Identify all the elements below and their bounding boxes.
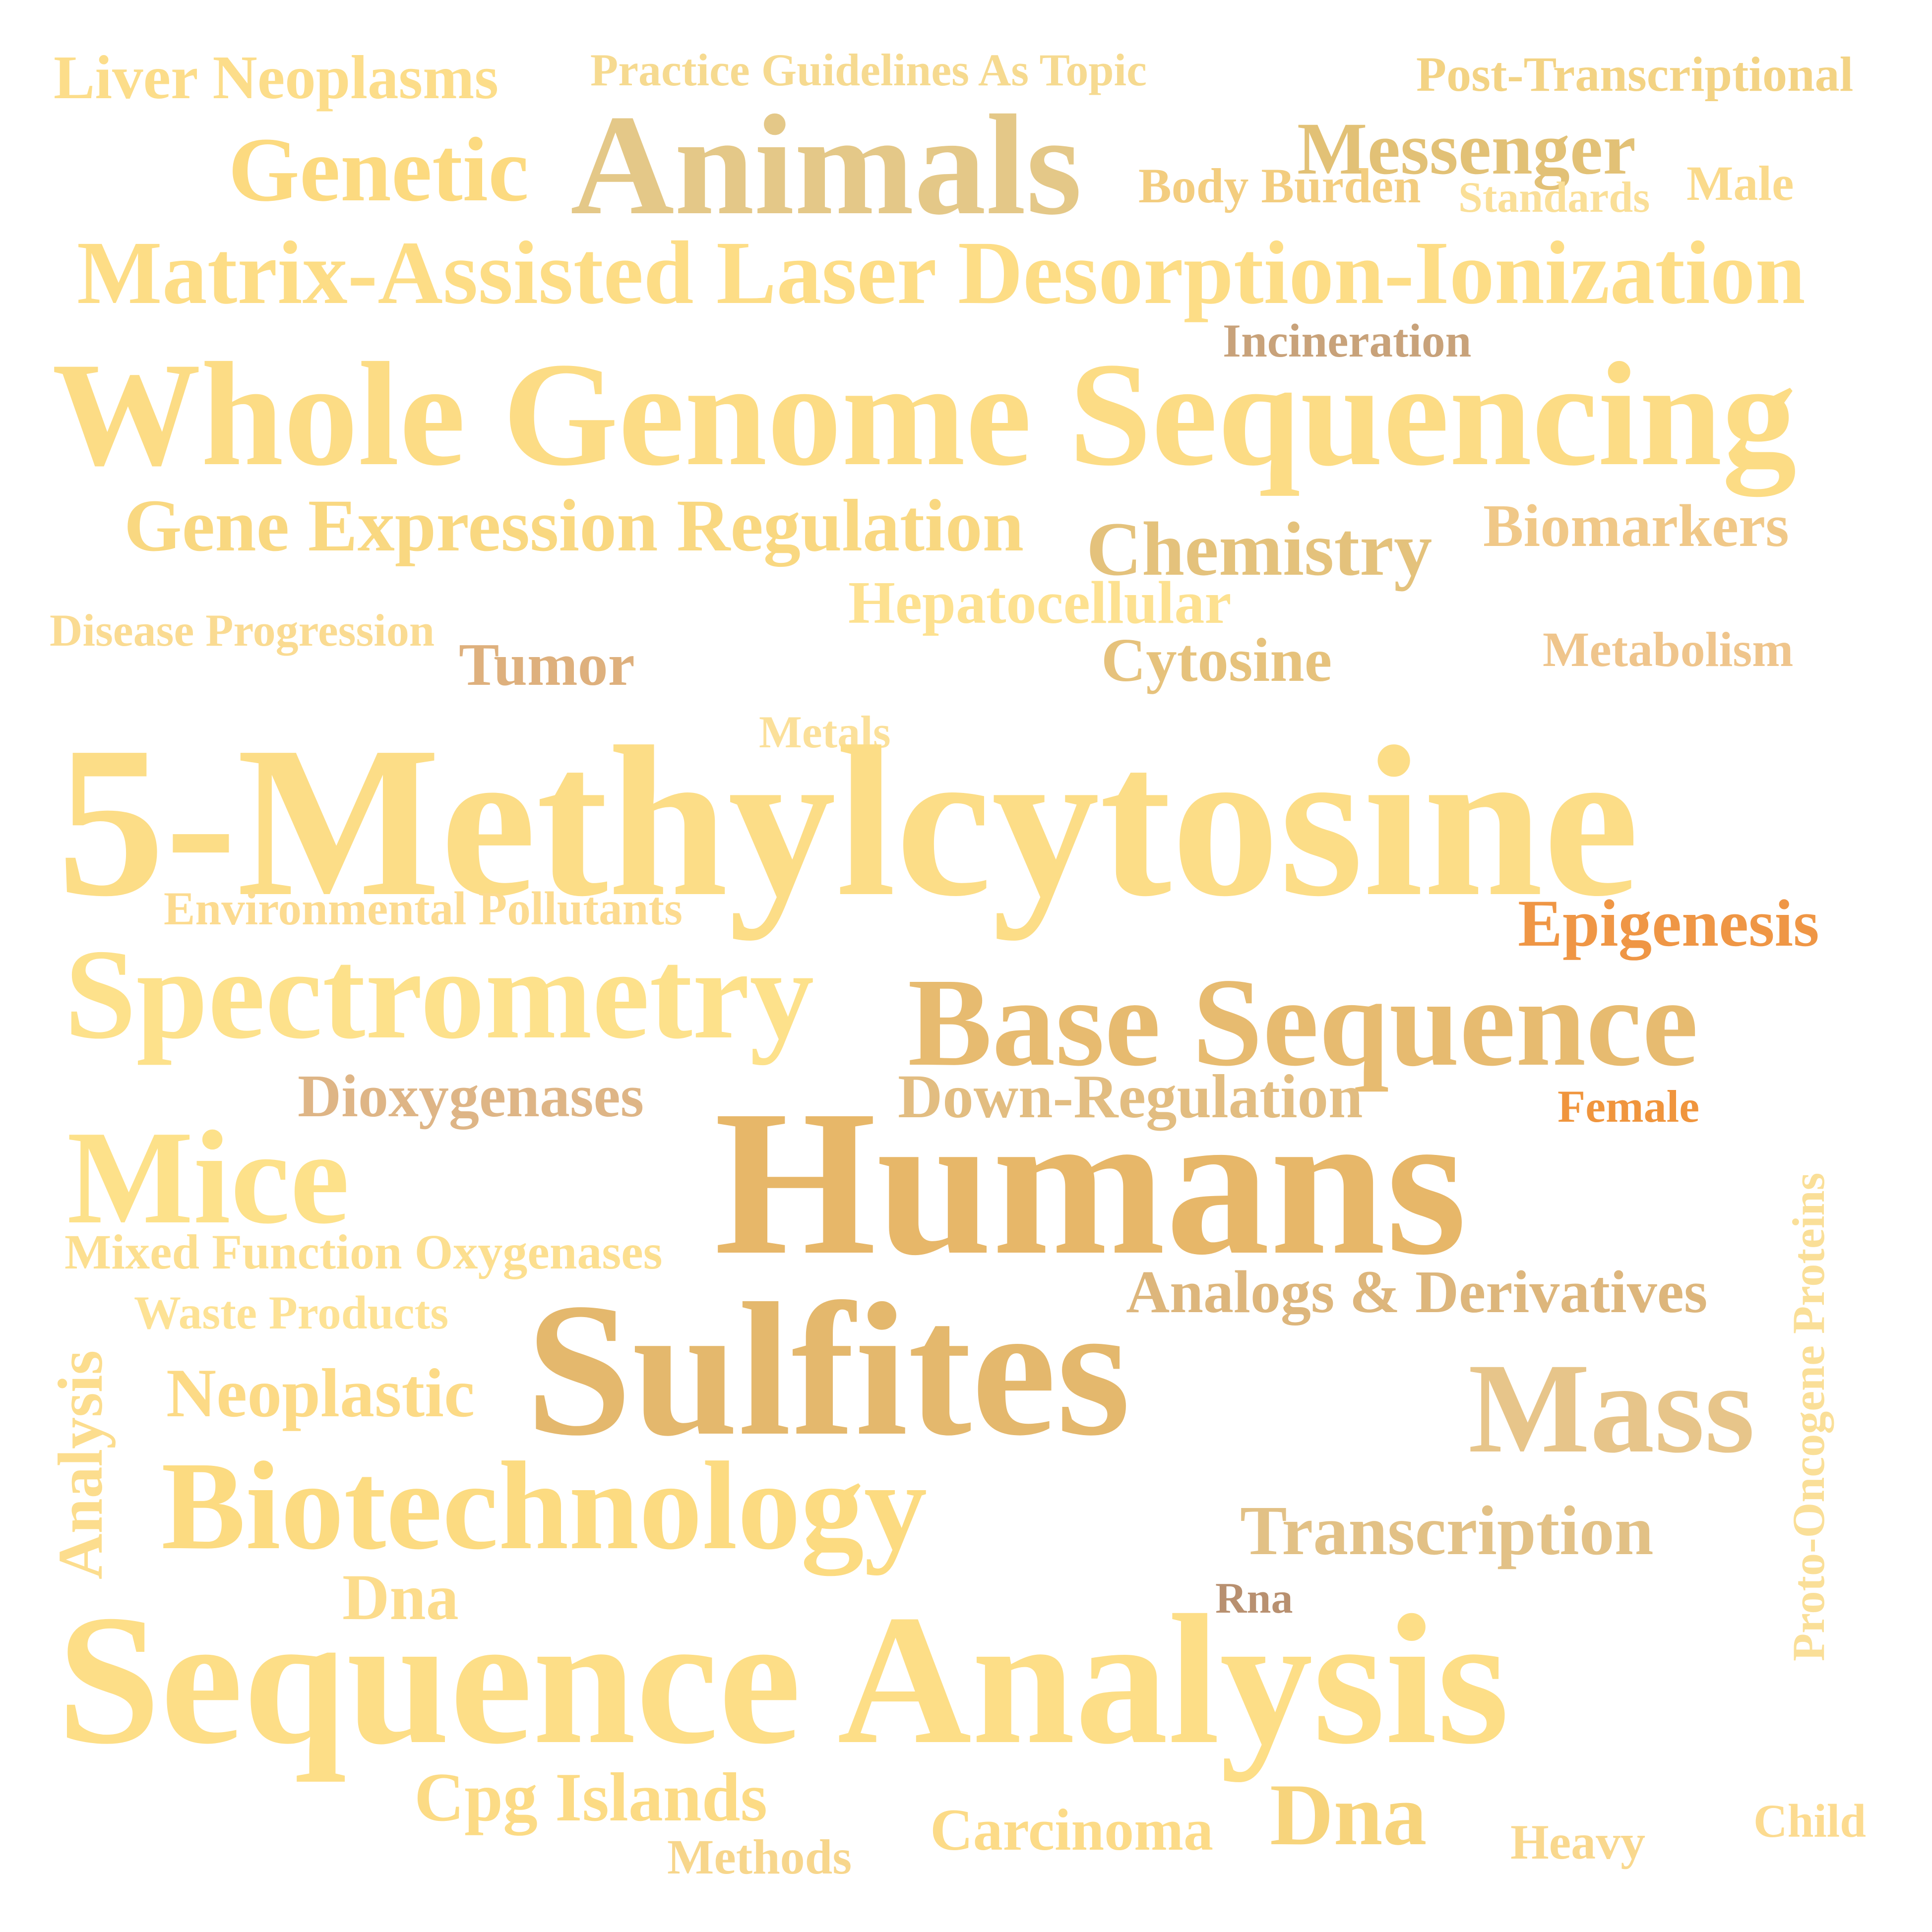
word-hepatocellular: Hepatocellular: [848, 569, 1232, 636]
word-disease-progression: Disease Progression: [50, 605, 435, 656]
word-metabolism: Metabolism: [1543, 622, 1794, 677]
word-humans: Humans: [714, 1067, 1467, 1298]
word-heavy: Heavy: [1510, 1814, 1646, 1870]
word-sulfites: Sulfites: [526, 1264, 1131, 1475]
word-matrix-assisted-laser-desorption-ionization: Matrix-Assisted Laser Desorption-Ionizat…: [77, 223, 1806, 323]
word-tumor: Tumor: [459, 631, 635, 698]
word-methods: Methods: [667, 1829, 852, 1884]
word-metals: Metals: [759, 707, 891, 757]
word-genetic: Genetic: [228, 119, 529, 221]
word-incineration: Incineration: [1223, 314, 1472, 367]
word-cytosine: Cytosine: [1101, 626, 1332, 695]
word-male: Male: [1686, 156, 1794, 211]
word-animals: Animals: [570, 85, 1082, 244]
word-post-transcriptional: Post-Transcriptional: [1416, 47, 1854, 102]
word-transcription: Transcription: [1240, 1491, 1654, 1570]
word-dna: Dna: [342, 1561, 459, 1633]
word-biotechnology: Biotechnology: [161, 1436, 928, 1576]
word-waste-products: Waste Products: [134, 1286, 449, 1339]
word-epigenesis: Epigenesis: [1518, 887, 1819, 961]
word-female: Female: [1558, 1081, 1700, 1132]
word-spectrometry: Spectrometry: [64, 923, 814, 1066]
word-mice: Mice: [67, 1103, 350, 1252]
word-dioxygenases: Dioxygenases: [298, 1063, 644, 1130]
word-chemistry: Chemistry: [1086, 506, 1433, 592]
word-analysis-vertical: Analysis: [45, 1350, 116, 1579]
word-analogs-derivatives: Analogs & Derivatives: [1126, 1259, 1708, 1326]
word-base-sequence: Base Sequence: [908, 953, 1698, 1092]
word-mixed-function-oxygenases: Mixed Function Oxygenases: [64, 1224, 663, 1279]
word-practice-guidelines-as-topic: Practice Guidelines As Topic: [590, 45, 1147, 95]
word-dna-2: Dna: [1270, 1765, 1427, 1864]
word-messenger: Messenger: [1297, 108, 1636, 190]
word-environmental-pollutants: Environmental Pollutants: [164, 882, 683, 935]
word-down-regulation: Down-Regulation: [898, 1063, 1363, 1131]
word-rna: Rna: [1215, 1574, 1293, 1623]
word-biomarkers: Biomarkers: [1483, 492, 1789, 559]
word-carcinoma: Carcinoma: [930, 1797, 1214, 1863]
word-5-methylcytosine: 5-Methylcytosine: [57, 702, 1639, 941]
word-sequence-analysis: Sequence Analysis: [57, 1577, 1509, 1783]
word-whole-genome-sequencing: Whole Genome Sequencing: [52, 332, 1797, 496]
word-gene-expression-regulation: Gene Expression Regulation: [124, 484, 1024, 567]
word-cpg-islands: Cpg Islands: [414, 1759, 768, 1836]
word-standards: Standards: [1458, 174, 1650, 222]
word-liver-neoplasms: Liver Neoplasms: [54, 44, 499, 112]
word-child: Child: [1753, 1795, 1867, 1847]
word-mass: Mass: [1468, 1337, 1755, 1480]
word-proto-oncogene-proteins-vertical: Proto-Oncogene Proteins: [1783, 1172, 1834, 1661]
word-neoplastic: Neoplastic: [166, 1355, 475, 1432]
word-body-burden: Body Burden: [1138, 158, 1421, 213]
